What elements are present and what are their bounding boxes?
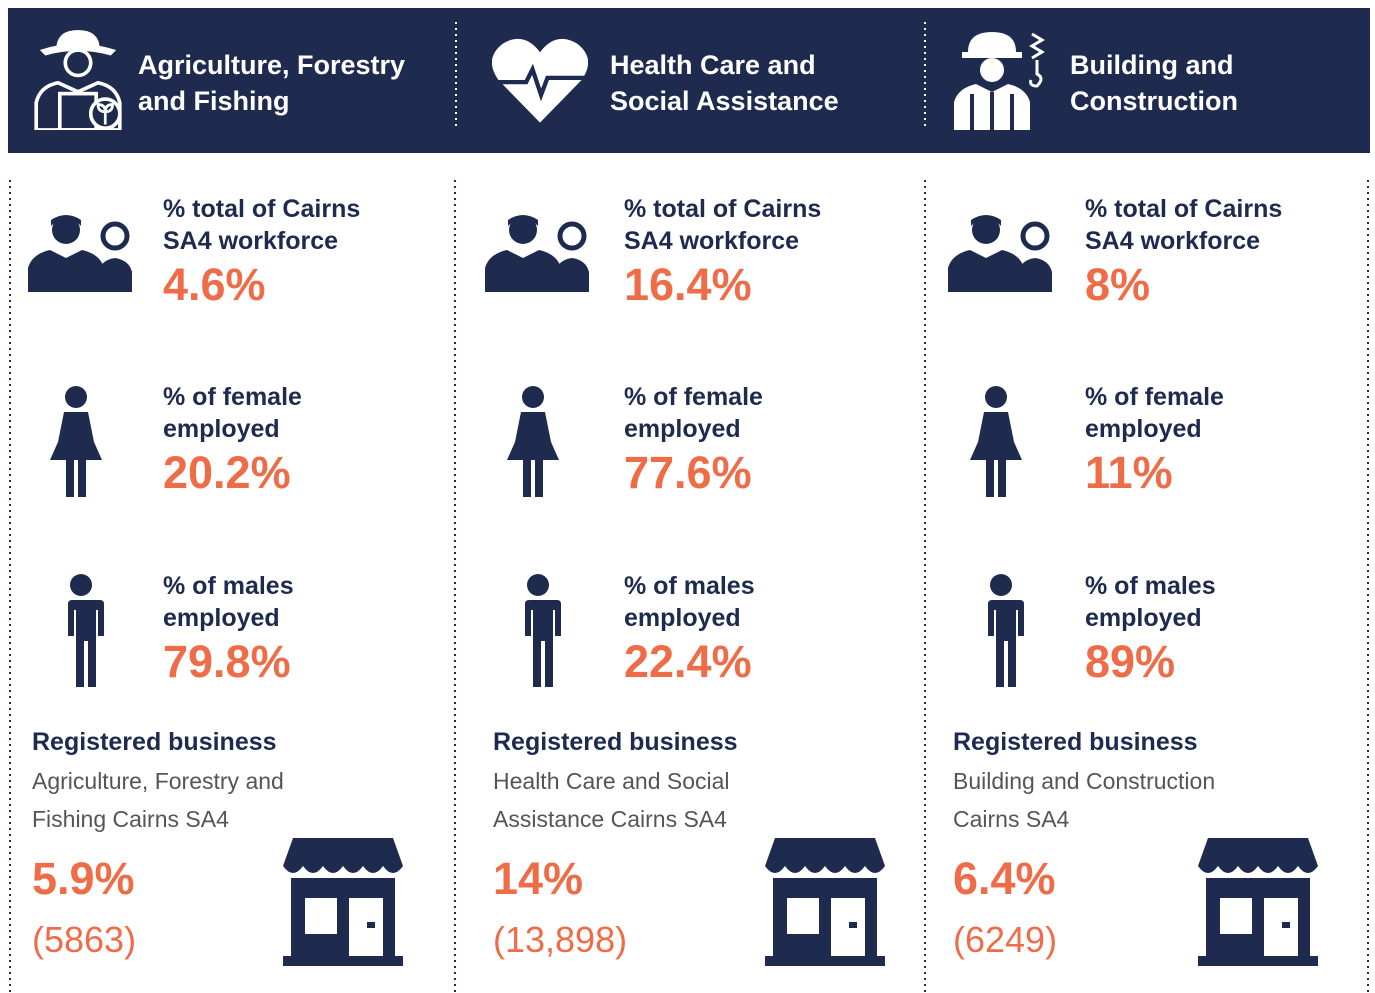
stat-value: 22.4% bbox=[624, 636, 752, 687]
stat-label: % of males bbox=[163, 572, 294, 600]
stat-value: 11% bbox=[1085, 447, 1173, 498]
man-icon bbox=[519, 574, 561, 687]
man-icon bbox=[982, 574, 1024, 687]
business-description: Assistance Cairns SA4 bbox=[493, 806, 727, 832]
stat-label: % of female bbox=[624, 383, 763, 411]
business-percent: 6.4% bbox=[953, 853, 1056, 904]
business-count: (6249) bbox=[953, 919, 1057, 960]
column-title: and Fishing bbox=[138, 86, 290, 116]
business-count: (5863) bbox=[32, 919, 136, 960]
business-description: Cairns SA4 bbox=[953, 806, 1070, 832]
column-title: Agriculture, Forestry bbox=[138, 50, 405, 80]
stat-label: % total of Cairns bbox=[1085, 195, 1282, 223]
stat-label: employed bbox=[1085, 604, 1202, 632]
stat-label: employed bbox=[624, 604, 741, 632]
stat-label: % of males bbox=[624, 572, 755, 600]
stat-value: 79.8% bbox=[163, 636, 291, 687]
business-description: Fishing Cairns SA4 bbox=[32, 806, 229, 832]
stat-value: 4.6% bbox=[163, 259, 266, 310]
column-title: Construction bbox=[1070, 86, 1238, 116]
stat-label: employed bbox=[1085, 415, 1202, 443]
stat-value: 8% bbox=[1085, 259, 1150, 310]
woman-icon bbox=[507, 386, 559, 497]
stat-label: % of female bbox=[1085, 383, 1224, 411]
stat-label: SA4 workforce bbox=[163, 227, 338, 255]
store-icon bbox=[1198, 838, 1318, 966]
couple-icon bbox=[28, 215, 132, 292]
column-title: Health Care and bbox=[610, 50, 816, 80]
man-icon bbox=[62, 574, 104, 687]
header-band bbox=[8, 8, 1370, 153]
column-title: Building and bbox=[1070, 50, 1233, 80]
stat-label: employed bbox=[163, 604, 280, 632]
business-description: Health Care and Social bbox=[493, 768, 730, 794]
store-icon bbox=[283, 838, 403, 966]
stat-label: employed bbox=[163, 415, 280, 443]
stat-value: 20.2% bbox=[163, 447, 291, 498]
stat-value: 16.4% bbox=[624, 259, 752, 310]
store-icon bbox=[765, 838, 885, 966]
business-description: Building and Construction bbox=[953, 768, 1215, 794]
stat-label: % of males bbox=[1085, 572, 1216, 600]
stat-label: % total of Cairns bbox=[624, 195, 821, 223]
stat-value: 77.6% bbox=[624, 447, 752, 498]
business-heading: Registered business bbox=[493, 728, 738, 756]
column-title: Social Assistance bbox=[610, 86, 839, 116]
business-description: Agriculture, Forestry and bbox=[32, 768, 284, 794]
business-percent: 14% bbox=[493, 853, 583, 904]
business-heading: Registered business bbox=[32, 728, 277, 756]
stat-label: % of female bbox=[163, 383, 302, 411]
business-heading: Registered business bbox=[953, 728, 1198, 756]
stat-label: SA4 workforce bbox=[1085, 227, 1260, 255]
stat-value: 89% bbox=[1085, 636, 1175, 687]
business-count: (13,898) bbox=[493, 919, 627, 960]
woman-icon bbox=[50, 386, 102, 497]
stat-label: employed bbox=[624, 415, 741, 443]
woman-icon bbox=[970, 386, 1022, 497]
business-percent: 5.9% bbox=[32, 853, 135, 904]
stat-label: % total of Cairns bbox=[163, 195, 360, 223]
couple-icon bbox=[948, 215, 1052, 292]
stat-label: SA4 workforce bbox=[624, 227, 799, 255]
couple-icon bbox=[485, 215, 589, 292]
